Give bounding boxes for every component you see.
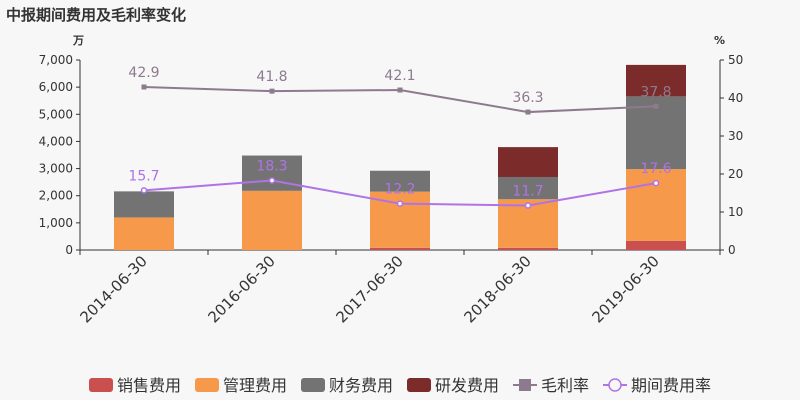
right-tick-label: 20 — [728, 167, 743, 181]
left-tick-label: 7,000 — [39, 53, 73, 67]
legend-label: 销售费用 — [117, 376, 181, 395]
data-label: 36.3 — [512, 90, 543, 106]
right-axis-unit: % — [714, 34, 725, 47]
right-tick-label: 40 — [728, 91, 743, 105]
left-tick-label: 4,000 — [39, 134, 73, 148]
line-point[interactable] — [652, 179, 660, 187]
right-tick-label: 50 — [728, 53, 743, 67]
data-label: 37.8 — [640, 84, 671, 100]
legend-marker — [608, 378, 622, 392]
legend-label: 财务费用 — [329, 376, 393, 395]
data-label: 42.1 — [384, 68, 415, 84]
right-tick-label: 30 — [728, 129, 743, 143]
line-point[interactable] — [396, 200, 404, 207]
legend-label: 期间费用率 — [631, 376, 711, 395]
line-point[interactable] — [524, 202, 532, 209]
legend-swatch — [407, 378, 431, 392]
left-tick-label: 2,000 — [39, 189, 73, 203]
right-tick-label: 0 — [728, 243, 736, 257]
data-label: 15.7 — [128, 168, 159, 184]
bar-segment[interactable] — [498, 247, 558, 250]
bar-segment[interactable] — [626, 64, 686, 97]
legend-item[interactable]: 期间费用率 — [603, 376, 711, 395]
x-tick-label: 2016-06-30 — [204, 252, 278, 326]
x-tick-label: 2019-06-30 — [588, 252, 662, 326]
legend-item[interactable]: 毛利率 — [513, 376, 589, 395]
data-label: 17.6 — [640, 161, 671, 177]
line-point[interactable] — [397, 87, 403, 93]
left-tick-label: 3,000 — [39, 162, 73, 176]
data-label: 41.8 — [256, 69, 287, 85]
bar-segment[interactable] — [626, 240, 686, 250]
bar-segment[interactable] — [498, 176, 558, 200]
data-label: 12.2 — [384, 182, 415, 198]
bar-segment[interactable] — [498, 147, 558, 177]
legend-item[interactable]: 财务费用 — [301, 376, 393, 395]
right-tick-label: 10 — [728, 205, 743, 219]
legend-item[interactable]: 销售费用 — [89, 376, 181, 395]
bar-segment[interactable] — [114, 217, 174, 250]
legend-swatch — [195, 378, 219, 392]
legend[interactable]: 销售费用 管理费用 财务费用 研发费用 毛利率 期间费用率 — [89, 376, 711, 395]
legend-label: 毛利率 — [541, 376, 589, 395]
left-tick-label: 5,000 — [39, 107, 73, 121]
bar-segment[interactable] — [626, 169, 686, 241]
x-tick-label: 2014-06-30 — [76, 252, 150, 326]
data-label: 11.7 — [512, 184, 543, 200]
legend-marker — [519, 379, 531, 391]
chart-title: 中报期间费用及毛利率变化 — [6, 6, 186, 24]
left-tick-label: 6,000 — [39, 80, 73, 94]
left-tick-label: 1,000 — [39, 216, 73, 230]
line-point[interactable] — [525, 109, 531, 115]
x-tick-label: 2018-06-30 — [460, 252, 534, 326]
legend-label: 管理费用 — [223, 376, 287, 395]
legend-label: 研发费用 — [435, 376, 499, 395]
lines: 42.9 41.8 42.1 36.3 37.8 15.7 18.3 12.2 11.7 17.6 — [128, 65, 672, 209]
legend-swatch — [301, 378, 325, 392]
left-tick-label: 0 — [65, 243, 73, 257]
legend-swatch — [89, 378, 113, 392]
line-point[interactable] — [141, 84, 147, 90]
data-label: 42.9 — [128, 65, 159, 81]
left-axis-unit: 万 — [72, 34, 84, 47]
data-label: 18.3 — [256, 158, 287, 174]
legend-item[interactable]: 管理费用 — [195, 376, 287, 395]
line-point[interactable] — [268, 177, 276, 184]
line-point[interactable] — [653, 103, 659, 109]
x-tick-label: 2017-06-30 — [332, 252, 406, 326]
line-point[interactable] — [140, 187, 148, 194]
legend-item[interactable]: 研发费用 — [407, 376, 499, 395]
bars — [114, 64, 686, 250]
bar-segment[interactable] — [370, 247, 430, 250]
bar-segment[interactable] — [242, 190, 302, 250]
bar-segment[interactable] — [370, 170, 430, 192]
line-point[interactable] — [269, 88, 275, 94]
bar-segment[interactable] — [114, 191, 174, 218]
